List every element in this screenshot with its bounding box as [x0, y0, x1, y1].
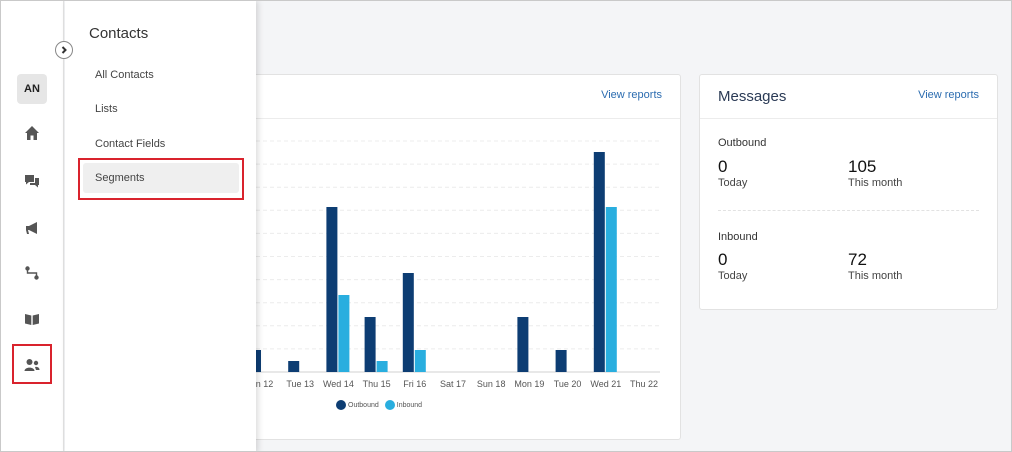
messages-header-divider — [700, 118, 997, 119]
bar-outbound-tue-13[interactable] — [288, 361, 300, 372]
outbound-label: Outbound — [718, 137, 767, 149]
bar-outbound-thu-15[interactable] — [364, 317, 376, 372]
x-tick-label: Fri 16 — [403, 379, 426, 389]
flyout-item-label: Contact Fields — [95, 138, 166, 150]
segments-highlight — [78, 158, 244, 200]
messages-section-divider — [718, 210, 979, 211]
messages-view-reports-link[interactable]: View reports — [918, 89, 979, 101]
icon-rail: AN — [1, 1, 64, 451]
outbound-month-label: This month — [848, 177, 903, 189]
x-tick-label: Wed 21 — [590, 379, 621, 389]
x-tick-label: Tue 13 — [286, 379, 314, 389]
legend-inbound-swatch — [384, 400, 395, 410]
messages-card: Messages View reports Outbound 0 Today 1… — [699, 74, 998, 310]
contacts-flyout-menu: Contacts All Contacts Lists Contact Fiel… — [65, 1, 256, 451]
chart-legend: Outbound Inbound — [336, 400, 422, 410]
activity-bar-chart: on 12 Tue 13 Wed 14 Thu 15 Fri 16 Sat 17 Sun 1… — [242, 140, 660, 389]
x-tick-label: Tue 20 — [554, 379, 582, 389]
home-icon[interactable] — [17, 118, 47, 148]
chart-view-reports-link[interactable]: View reports — [601, 89, 662, 101]
bar-inbound-wed-21[interactable] — [605, 207, 617, 372]
x-tick-label: Mon 19 — [514, 379, 544, 389]
flyout-title: Contacts — [89, 25, 149, 42]
bar-inbound-wed-14[interactable] — [338, 295, 350, 372]
flyout-item-all-contacts[interactable]: All Contacts — [83, 60, 239, 90]
flyout-item-contact-fields[interactable]: Contact Fields — [83, 129, 239, 159]
outbound-today-value: 0 — [718, 157, 728, 176]
flyout-item-segments[interactable]: Segments — [83, 163, 239, 193]
bar-inbound-fri-16[interactable] — [414, 350, 426, 372]
x-tick-label: Thu 15 — [363, 379, 391, 389]
flow-icon[interactable] — [17, 258, 47, 288]
outbound-today-label: Today — [718, 177, 748, 189]
book-icon[interactable] — [17, 304, 47, 334]
x-tick-label: on 12 — [251, 379, 274, 389]
bar-outbound-wed-14[interactable] — [326, 207, 338, 372]
x-tick-label: Sat 17 — [440, 379, 466, 389]
bar-outbound-tue-20[interactable] — [555, 350, 567, 372]
chart-card-header: View reports — [242, 75, 680, 119]
contacts-icon[interactable] — [17, 350, 47, 380]
collapse-toggle-button[interactable] — [55, 41, 73, 59]
chat-icon[interactable] — [17, 166, 47, 196]
contacts-icon-highlight — [12, 344, 52, 384]
x-tick-label: Thu 22 — [630, 379, 658, 389]
legend-outbound-swatch — [336, 400, 346, 410]
legend-inbound-label: Inbound — [396, 401, 423, 409]
avatar[interactable]: AN — [17, 74, 47, 104]
flyout-item-label: Segments — [95, 172, 145, 184]
chevron-right-icon — [61, 46, 67, 54]
bar-inbound-thu-15[interactable] — [376, 361, 388, 372]
legend-outbound-label: Outbound — [348, 401, 379, 409]
flyout-item-label: Lists — [95, 103, 118, 115]
activity-chart-card: View reports on 12 Tue 13 Wed 14 Thu 15 Fri … — [241, 74, 681, 440]
inbound-month-label: This month — [848, 270, 903, 282]
messages-title: Messages — [718, 88, 787, 105]
flyout-item-label: All Contacts — [95, 69, 154, 81]
bar-outbound-wed-21[interactable] — [593, 152, 605, 372]
bar-outbound-mon-19[interactable] — [517, 317, 529, 372]
inbound-month-value: 72 — [848, 250, 867, 269]
x-tick-label: Wed 14 — [323, 379, 354, 389]
x-tick-label: Sun 18 — [477, 379, 506, 389]
megaphone-icon[interactable] — [17, 213, 47, 243]
inbound-today-label: Today — [718, 270, 748, 282]
bar-outbound-fri-16[interactable] — [402, 273, 414, 372]
inbound-label: Inbound — [718, 231, 758, 243]
inbound-today-value: 0 — [718, 250, 728, 269]
outbound-month-value: 105 — [848, 157, 877, 176]
flyout-item-lists[interactable]: Lists — [83, 94, 239, 124]
